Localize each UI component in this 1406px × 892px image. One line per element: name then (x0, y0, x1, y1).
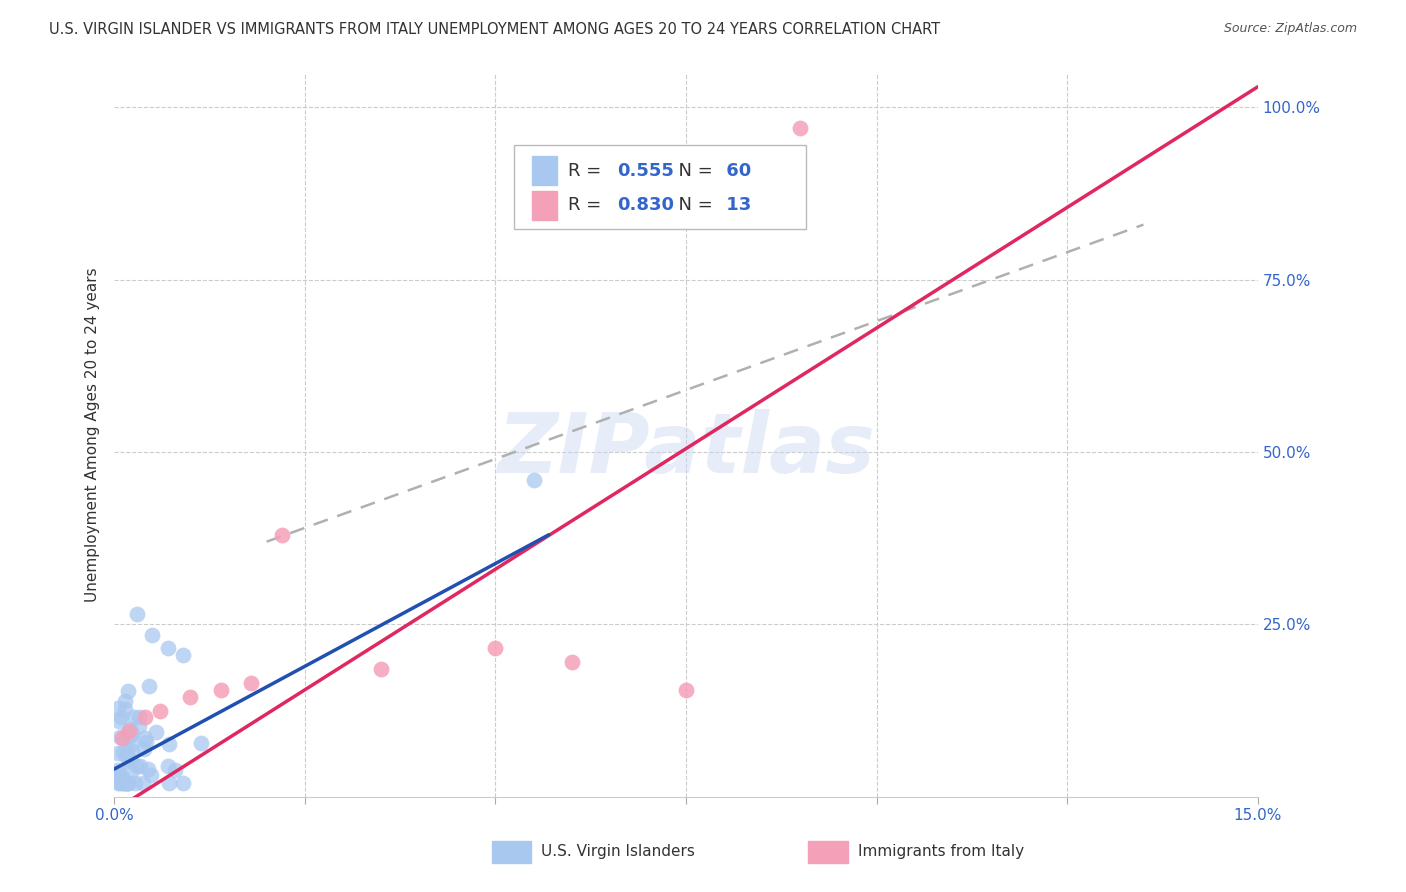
Point (118, 753, 141, 767)
Point (117, 776, 139, 790)
Point (157, 776, 180, 790)
Point (122, 710, 145, 724)
Point (149, 704, 172, 718)
Point (107, 763, 129, 777)
Bar (531, 191, 557, 220)
Point (112, 776, 135, 790)
Point (172, 776, 194, 790)
Point (108, 766, 131, 780)
Point (484, 641, 506, 656)
Point (117, 745, 139, 759)
Point (107, 714, 129, 728)
Point (111, 731, 134, 745)
Point (128, 719, 150, 733)
Text: 0.830: 0.830 (617, 196, 675, 214)
Text: R =: R = (568, 161, 607, 179)
Point (141, 628, 163, 642)
Point (129, 759, 152, 773)
Text: N =: N = (666, 196, 713, 214)
Point (132, 776, 155, 790)
Point (127, 759, 149, 773)
Point (157, 737, 180, 751)
Text: N =: N = (666, 161, 713, 179)
Point (115, 776, 138, 790)
Bar (531, 156, 557, 186)
Point (117, 776, 139, 790)
Text: 60: 60 (720, 161, 752, 179)
Text: Immigrants from Italy: Immigrants from Italy (858, 845, 1024, 859)
Point (370, 662, 392, 676)
Text: Source: ZipAtlas.com: Source: ZipAtlas.com (1223, 22, 1357, 36)
Point (121, 727, 143, 741)
Y-axis label: Unemployment Among Ages 20 to 24 years: Unemployment Among Ages 20 to 24 years (86, 268, 100, 602)
Point (114, 702, 136, 716)
Point (118, 754, 141, 768)
Point (117, 684, 139, 698)
Point (141, 768, 163, 782)
Point (108, 776, 131, 790)
Point (145, 724, 167, 739)
Point (107, 776, 129, 790)
Text: 0.555: 0.555 (617, 161, 675, 179)
Point (134, 731, 156, 745)
Text: U.S. VIRGIN ISLANDER VS IMMIGRANTS FROM ITALY UNEMPLOYMENT AMONG AGES 20 TO 24 Y: U.S. VIRGIN ISLANDER VS IMMIGRANTS FROM … (49, 22, 941, 37)
Point (675, 682, 697, 697)
Point (522, 473, 544, 487)
Point (136, 762, 159, 776)
Point (115, 727, 138, 741)
Point (107, 772, 129, 786)
Point (114, 731, 136, 746)
Point (125, 607, 148, 621)
Point (114, 693, 136, 707)
Point (120, 722, 142, 736)
Point (114, 776, 136, 790)
Point (117, 729, 139, 743)
Point (121, 744, 143, 758)
Text: 13: 13 (720, 196, 752, 214)
Point (135, 735, 157, 749)
Point (124, 776, 146, 790)
Point (179, 690, 201, 704)
Point (789, 121, 811, 136)
Point (107, 747, 129, 761)
Point (172, 648, 194, 663)
Point (115, 776, 138, 790)
Point (118, 728, 141, 742)
Point (120, 765, 142, 780)
Point (165, 763, 187, 777)
FancyBboxPatch shape (515, 145, 806, 228)
Point (111, 745, 134, 759)
Point (128, 710, 150, 724)
Point (110, 770, 132, 784)
Point (156, 641, 179, 656)
Text: ZIPatlas: ZIPatlas (498, 409, 875, 490)
Text: R =: R = (568, 196, 607, 214)
Point (111, 776, 134, 790)
Point (240, 676, 263, 690)
Point (190, 735, 212, 749)
Point (134, 710, 156, 724)
Point (110, 710, 132, 724)
Point (561, 655, 583, 669)
Point (107, 701, 129, 715)
Point (138, 679, 160, 693)
Point (108, 730, 131, 744)
Point (209, 682, 232, 697)
Point (115, 748, 138, 763)
Point (271, 528, 294, 542)
Point (120, 737, 142, 751)
Point (118, 724, 141, 739)
Point (132, 742, 155, 756)
Text: U.S. Virgin Islanders: U.S. Virgin Islanders (541, 845, 695, 859)
Point (157, 758, 180, 772)
